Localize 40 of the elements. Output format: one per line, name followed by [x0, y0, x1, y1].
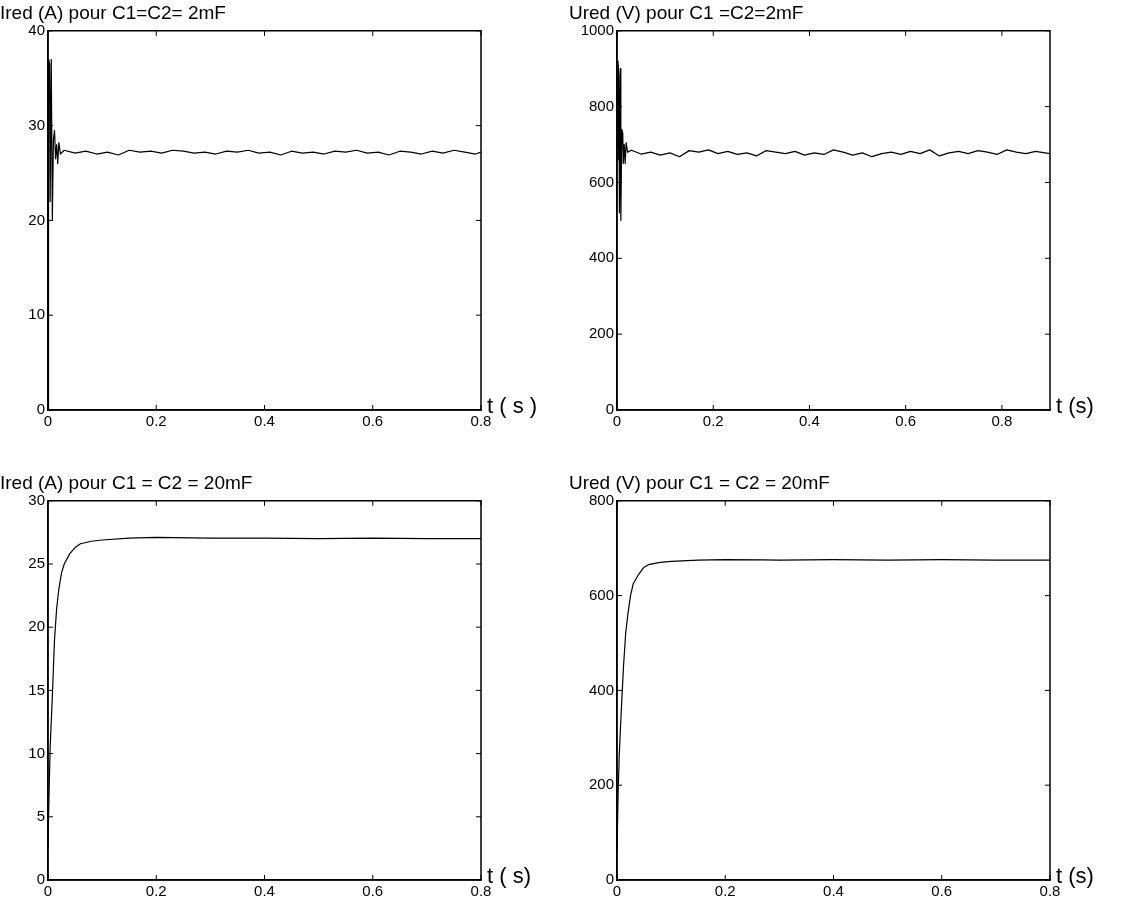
y-tick-label: 10 [28, 305, 45, 323]
x-tick-label: 0.4 [254, 412, 275, 430]
x-tick-label: 0.4 [799, 412, 820, 430]
y-tick-label: 5 [36, 806, 45, 824]
x-tick-label: 0.2 [714, 882, 736, 900]
y-tick-label: 30 [28, 115, 45, 133]
x-tick-label: 0.6 [362, 412, 384, 430]
y-tick-label: 15 [28, 680, 45, 698]
y-tick-label: 25 [28, 554, 45, 572]
x-tick-label: 0.6 [931, 882, 953, 900]
y-tick-label: 20 [28, 210, 45, 228]
x-tick-label: 0.8 [1039, 882, 1061, 900]
y-tick-label: 400 [588, 680, 614, 698]
y-tick-label: 1000 [580, 20, 614, 38]
y-tick-label: 0 [36, 870, 45, 888]
x-tick-label: 0.6 [362, 882, 384, 900]
y-tick-label: 20 [28, 617, 45, 635]
y-tick-label: 0 [605, 870, 614, 888]
x-tick-label: 0.8 [470, 882, 492, 900]
x-tick-label: 0.2 [145, 412, 167, 430]
x-tick-label: 0.2 [702, 412, 724, 430]
y-tick-label: 0 [36, 400, 45, 418]
x-tick-label: 0.6 [895, 412, 917, 430]
y-tick-label: 800 [588, 96, 614, 114]
y-tick-label: 600 [588, 585, 614, 603]
x-tick-label: 0.2 [145, 882, 167, 900]
x-tick-label: 0.4 [254, 882, 275, 900]
y-tick-label: 400 [588, 248, 614, 266]
y-tick-label: 200 [588, 324, 614, 342]
chart-title: Ured (V) pour C1 = C2 = 20mF [569, 471, 830, 493]
y-tick-label: 200 [588, 775, 614, 793]
chart-title: Ured (V) pour C1 =C2=2mF [569, 1, 804, 23]
y-tick-label: 10 [28, 743, 45, 761]
x-axis-title: t (s) [1056, 393, 1094, 419]
x-tick-label: 0.4 [823, 882, 844, 900]
y-tick-label: 800 [588, 490, 614, 508]
x-tick-label: 0.8 [470, 412, 492, 430]
y-tick-label: 600 [588, 172, 614, 190]
y-tick-label: 0 [605, 400, 614, 418]
x-tick-label: 0.8 [991, 412, 1013, 430]
